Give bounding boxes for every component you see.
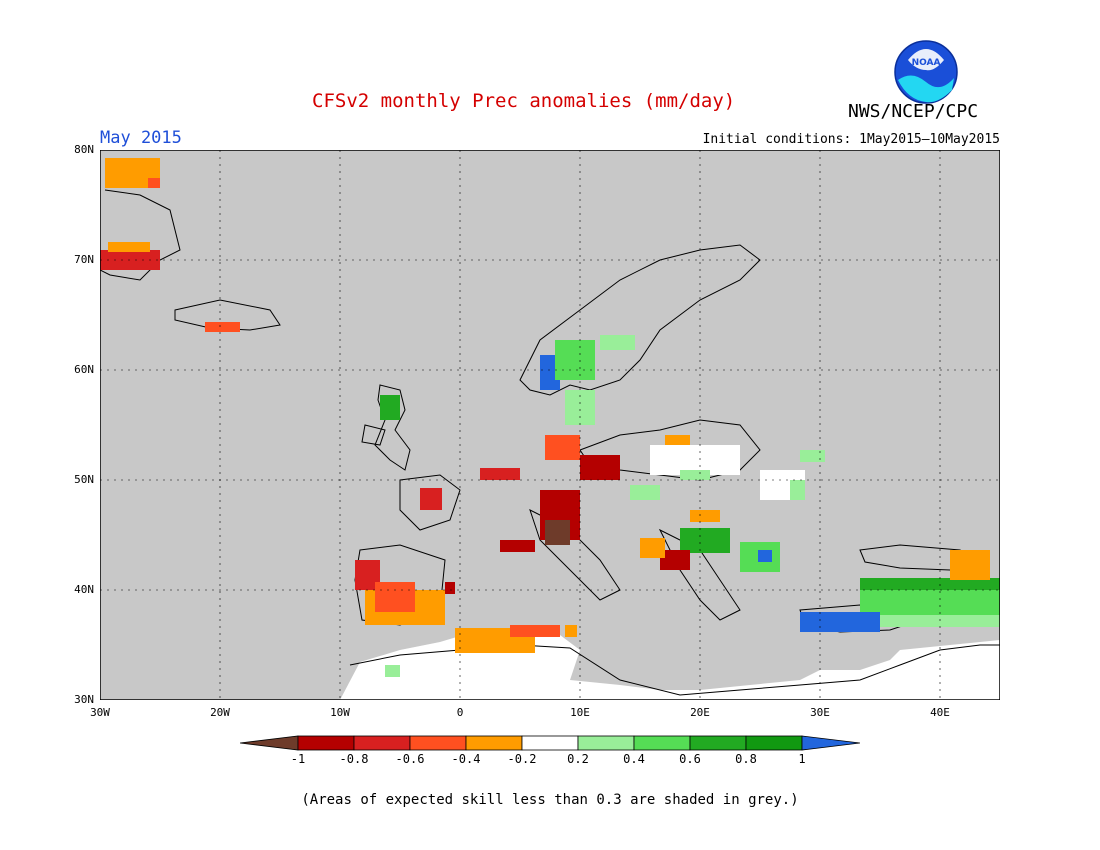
anomaly-cells	[100, 158, 1000, 677]
legend-label: 0.4	[623, 752, 645, 766]
legend-label: 0.8	[735, 752, 757, 766]
legend-swatch-min	[240, 735, 299, 751]
legend-label: -0.6	[395, 752, 425, 766]
lon-label-10w: 10W	[330, 706, 350, 719]
lat-label-30n: 30N	[74, 693, 94, 706]
map-title: CFSv2 monthly Prec anomalies (mm/day)	[312, 90, 736, 112]
agency-label: NWS/NCEP/CPC	[848, 101, 979, 122]
legend-swatch	[633, 735, 691, 751]
legend-swatch	[745, 735, 803, 751]
lat-label-80n: 80N	[74, 143, 94, 156]
logo-text: NOAA	[912, 58, 941, 68]
forecast-month: May 2015	[100, 128, 182, 148]
noaa-logo-icon: NOAA	[894, 40, 958, 104]
initial-conditions: Initial conditions: 1May2015–10May2015	[702, 132, 1000, 147]
lon-label-30e: 30E	[810, 706, 830, 719]
lon-label-20w: 20W	[210, 706, 230, 719]
legend-swatch	[465, 735, 523, 751]
legend-swatch-max	[801, 735, 860, 751]
legend-swatch	[297, 735, 355, 751]
map-background	[100, 150, 1000, 700]
legend-swatch	[409, 735, 467, 751]
lon-label-40e: 40E	[930, 706, 950, 719]
lon-label-20e: 20E	[690, 706, 710, 719]
lat-label-40n: 40N	[74, 583, 94, 596]
lat-label-50n: 50N	[74, 473, 94, 486]
skill-footnote: (Areas of expected skill less than 0.3 a…	[301, 792, 799, 808]
legend-label: -0.4	[451, 752, 481, 766]
legend-swatch	[521, 735, 579, 751]
legend-label: -0.2	[507, 752, 537, 766]
legend-swatch	[353, 735, 411, 751]
legend-label: 0.6	[679, 752, 701, 766]
legend-swatch	[689, 735, 747, 751]
legend-label: -0.8	[339, 752, 369, 766]
lon-label-10e: 10E	[570, 706, 590, 719]
lat-label-70n: 70N	[74, 253, 94, 266]
graticule	[100, 150, 1000, 700]
color-legend	[240, 735, 860, 751]
lon-label-0: 0	[456, 706, 464, 719]
lon-label-30w: 30W	[90, 706, 110, 719]
legend-label: 1	[798, 752, 806, 766]
legend-label: -1	[290, 752, 306, 766]
lat-label-60n: 60N	[74, 363, 94, 376]
legend-label: 0.2	[567, 752, 589, 766]
precip-anomaly-map	[100, 150, 1000, 700]
legend-swatch	[577, 735, 635, 751]
